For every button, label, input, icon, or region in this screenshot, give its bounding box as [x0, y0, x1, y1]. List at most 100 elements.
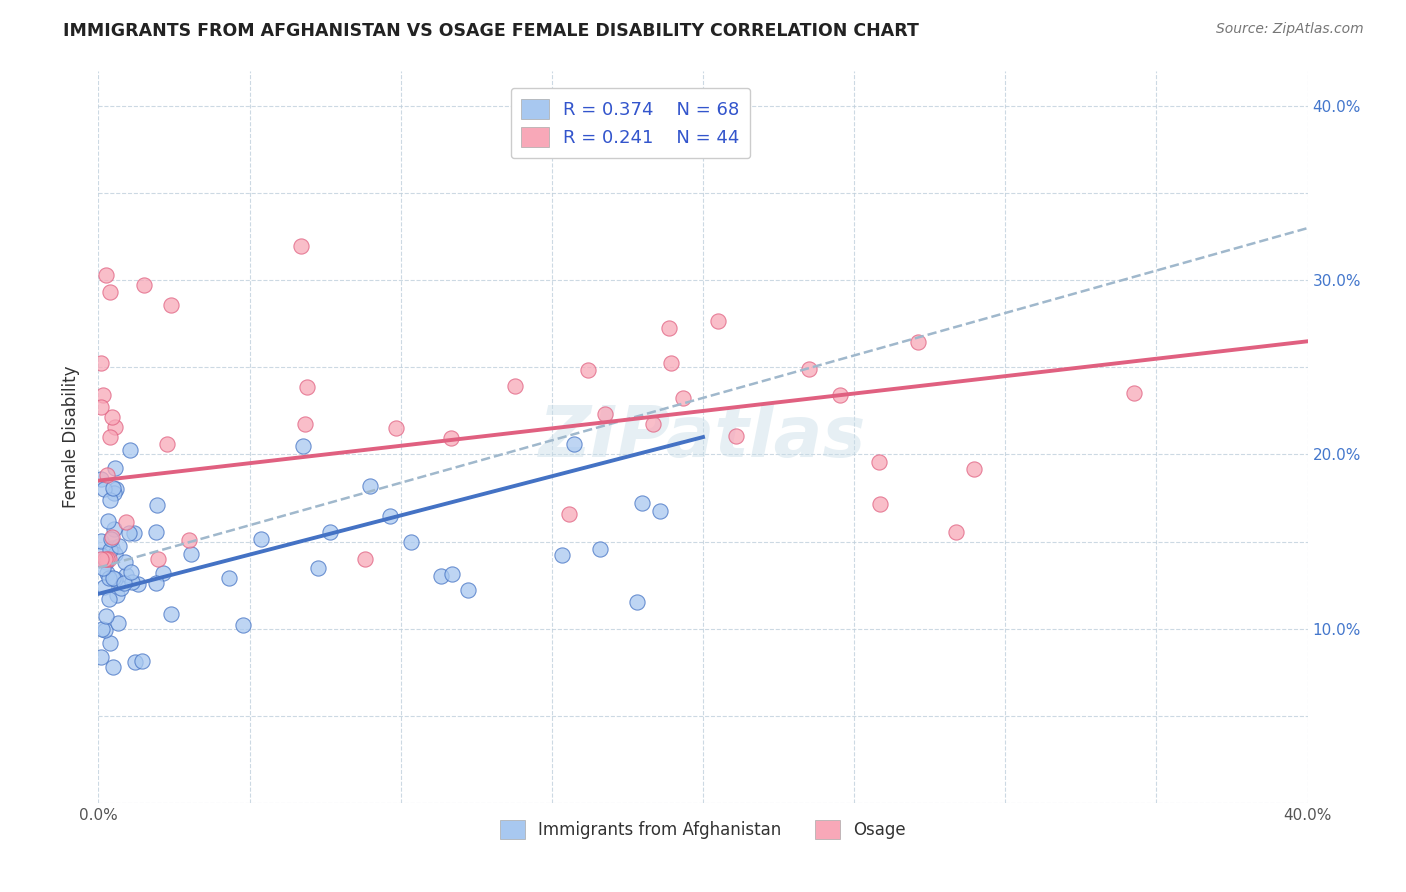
Point: [290, 238, 312, 252]
Point: [94, 268, 117, 282]
Point: [160, 298, 183, 312]
Point: [907, 334, 929, 349]
Point: [97, 591, 120, 606]
Point: [725, 428, 748, 442]
Point: [797, 362, 820, 376]
Point: [659, 356, 682, 370]
Point: [145, 576, 167, 591]
Point: [1123, 386, 1146, 401]
Point: [98, 543, 121, 558]
Point: [626, 595, 648, 609]
Point: [103, 481, 125, 495]
Point: [114, 516, 136, 530]
Point: [429, 569, 451, 583]
Point: [96, 566, 118, 580]
Point: [576, 363, 599, 377]
Point: [98, 285, 121, 299]
Point: [104, 548, 127, 562]
Point: [134, 278, 156, 293]
Point: [440, 431, 463, 445]
Point: [90, 400, 112, 414]
Point: [564, 436, 586, 450]
Point: [121, 575, 143, 590]
Text: ZIPatlas: ZIPatlas: [540, 402, 866, 472]
Point: [96, 552, 118, 566]
Point: [551, 548, 574, 562]
Point: [93, 482, 115, 496]
Point: [98, 635, 121, 649]
Point: [294, 417, 316, 432]
Point: [104, 572, 127, 586]
Point: [96, 514, 118, 528]
Point: [630, 496, 652, 510]
Point: [127, 577, 149, 591]
Point: [98, 571, 121, 585]
Point: [100, 530, 122, 544]
Point: [101, 541, 124, 555]
Point: [103, 522, 125, 536]
Point: [180, 547, 202, 561]
Point: [91, 388, 114, 402]
Point: [112, 576, 135, 591]
Point: [96, 609, 118, 624]
Point: [354, 552, 377, 566]
Point: [91, 561, 114, 575]
Point: [145, 499, 167, 513]
Point: [110, 581, 132, 595]
Point: [152, 566, 174, 580]
Point: [101, 660, 124, 674]
Point: [457, 582, 479, 597]
Point: [90, 549, 112, 563]
Point: [90, 472, 112, 486]
Point: [146, 552, 169, 566]
Point: [122, 526, 145, 541]
Legend: Immigrants from Afghanistan, Osage: Immigrants from Afghanistan, Osage: [494, 814, 912, 846]
Point: [869, 497, 891, 511]
Point: [114, 555, 136, 569]
Point: [105, 588, 128, 602]
Y-axis label: Female Disability: Female Disability: [62, 366, 80, 508]
Point: [96, 468, 118, 483]
Point: [98, 430, 121, 444]
Point: [658, 321, 681, 335]
Point: [378, 508, 401, 523]
Point: [307, 561, 329, 575]
Point: [869, 455, 891, 469]
Point: [145, 525, 167, 540]
Point: [440, 567, 463, 582]
Point: [641, 417, 664, 431]
Point: [118, 525, 141, 540]
Point: [295, 380, 318, 394]
Point: [101, 571, 124, 585]
Point: [505, 379, 527, 393]
Point: [945, 524, 967, 539]
Point: [97, 552, 120, 566]
Point: [359, 479, 381, 493]
Point: [104, 420, 127, 434]
Point: [318, 524, 340, 539]
Point: [100, 409, 122, 424]
Point: [160, 607, 183, 622]
Point: [90, 552, 112, 566]
Point: [250, 532, 273, 546]
Point: [671, 391, 693, 405]
Point: [90, 649, 112, 664]
Point: [830, 388, 852, 402]
Point: [120, 565, 142, 579]
Point: [118, 443, 141, 458]
Point: [131, 654, 153, 668]
Point: [595, 407, 617, 421]
Point: [218, 571, 240, 585]
Point: [292, 439, 315, 453]
Point: [177, 533, 200, 548]
Point: [558, 507, 581, 521]
Point: [90, 623, 112, 637]
Point: [385, 421, 408, 435]
Point: [100, 532, 122, 546]
Point: [108, 539, 131, 553]
Point: [94, 555, 117, 569]
Point: [589, 541, 612, 556]
Point: [399, 535, 422, 549]
Point: [648, 504, 671, 518]
Point: [93, 580, 115, 594]
